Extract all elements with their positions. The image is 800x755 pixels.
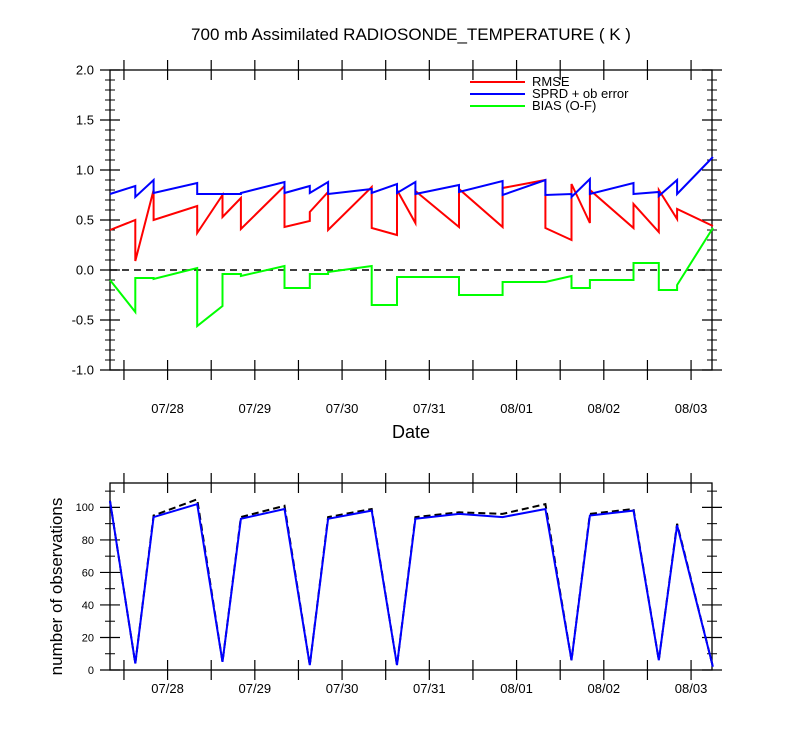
- chart-title: 700 mb Assimilated RADIOSONDE_TEMPERATUR…: [191, 25, 631, 44]
- x-date-label: 07/30: [326, 681, 359, 696]
- x-date-label: 08/03: [675, 401, 708, 416]
- y-tick-label: 0.5: [76, 213, 94, 228]
- y-tick-label: 60: [82, 567, 94, 579]
- y-tick-label: 2.0: [76, 63, 94, 78]
- x-date-label: 07/29: [239, 681, 272, 696]
- y-tick-label: 20: [82, 632, 94, 644]
- series-line-rmse: [109, 178, 714, 262]
- x-date-label: 08/01: [500, 401, 533, 416]
- y-tick-label: -1.0: [72, 363, 94, 378]
- x-date-label: 08/03: [675, 681, 708, 696]
- y-tick-label: 0: [88, 665, 94, 677]
- x-date-label: 07/31: [413, 401, 446, 416]
- y-tick-label: 0.0: [76, 263, 94, 278]
- plot-frame: [109, 69, 713, 371]
- panel-1: 2.0 1.5 1.0 0.5 0.0 -0.5 -1.0 07/28 07/29 07/30 07…: [72, 25, 722, 442]
- series-line-solid: [109, 500, 714, 667]
- y-tick-label: 1.5: [76, 113, 94, 128]
- x-date-label: 07/30: [326, 401, 359, 416]
- y-tick-label: 40: [82, 600, 94, 612]
- legend-label: BIAS (O-F): [532, 98, 596, 113]
- y-axis-label: number of observations: [47, 498, 66, 676]
- x-date-label: 08/01: [500, 681, 533, 696]
- legend-label: SPRD + ob error: [532, 86, 629, 101]
- x-date-label: 07/31: [413, 681, 446, 696]
- y-tick-label: 100: [76, 502, 94, 514]
- plot-frame: [109, 482, 713, 671]
- x-date-label: 07/29: [239, 401, 272, 416]
- x-date-label: 07/28: [151, 681, 184, 696]
- x-date-label: 08/02: [588, 681, 621, 696]
- legend-label: RMSE: [532, 74, 570, 89]
- y-tick-label: 1.0: [76, 163, 94, 178]
- y-tick-label: -0.5: [72, 313, 94, 328]
- y-tick-label: 80: [82, 535, 94, 547]
- x-axis-label: Date: [392, 422, 430, 442]
- x-date-label: 07/28: [151, 401, 184, 416]
- series-line-sprd-ob-error: [109, 156, 714, 200]
- panel-2: 100 80 60 40 20 0 07/28 07/29 07/30 07/31 08/01 08/…: [47, 473, 722, 696]
- x-date-label: 08/02: [588, 401, 621, 416]
- series-line-bias-o-f: [109, 227, 714, 329]
